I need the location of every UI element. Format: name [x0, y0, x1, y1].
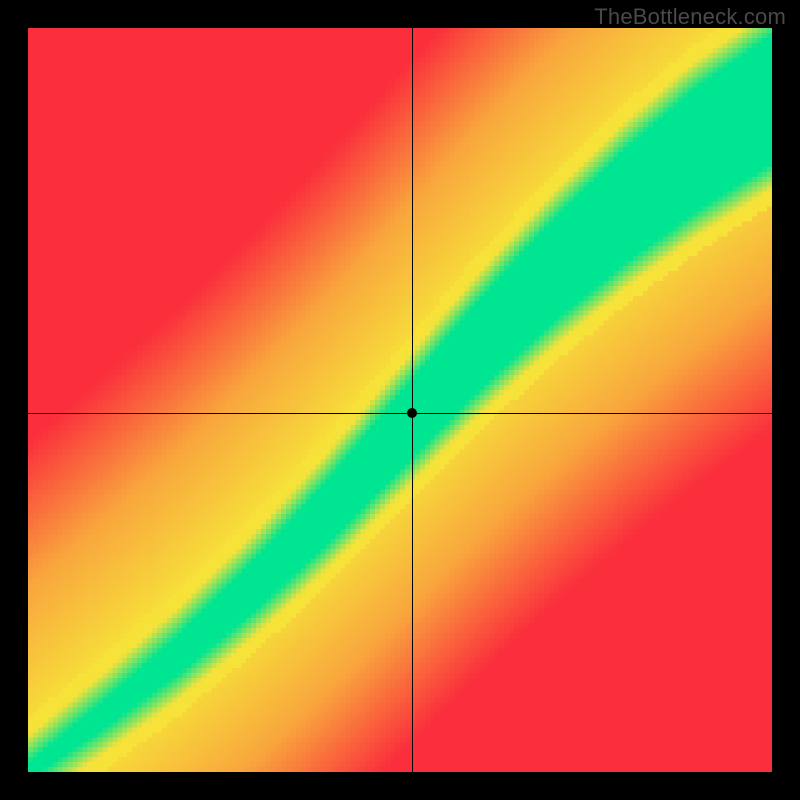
crosshair-vertical — [412, 28, 413, 772]
crosshair-dot — [407, 408, 417, 418]
chart-container: TheBottleneck.com — [0, 0, 800, 800]
crosshair-horizontal — [28, 413, 772, 414]
watermark-text: TheBottleneck.com — [594, 4, 786, 30]
heatmap-plot — [28, 28, 772, 772]
heatmap-canvas — [28, 28, 772, 772]
